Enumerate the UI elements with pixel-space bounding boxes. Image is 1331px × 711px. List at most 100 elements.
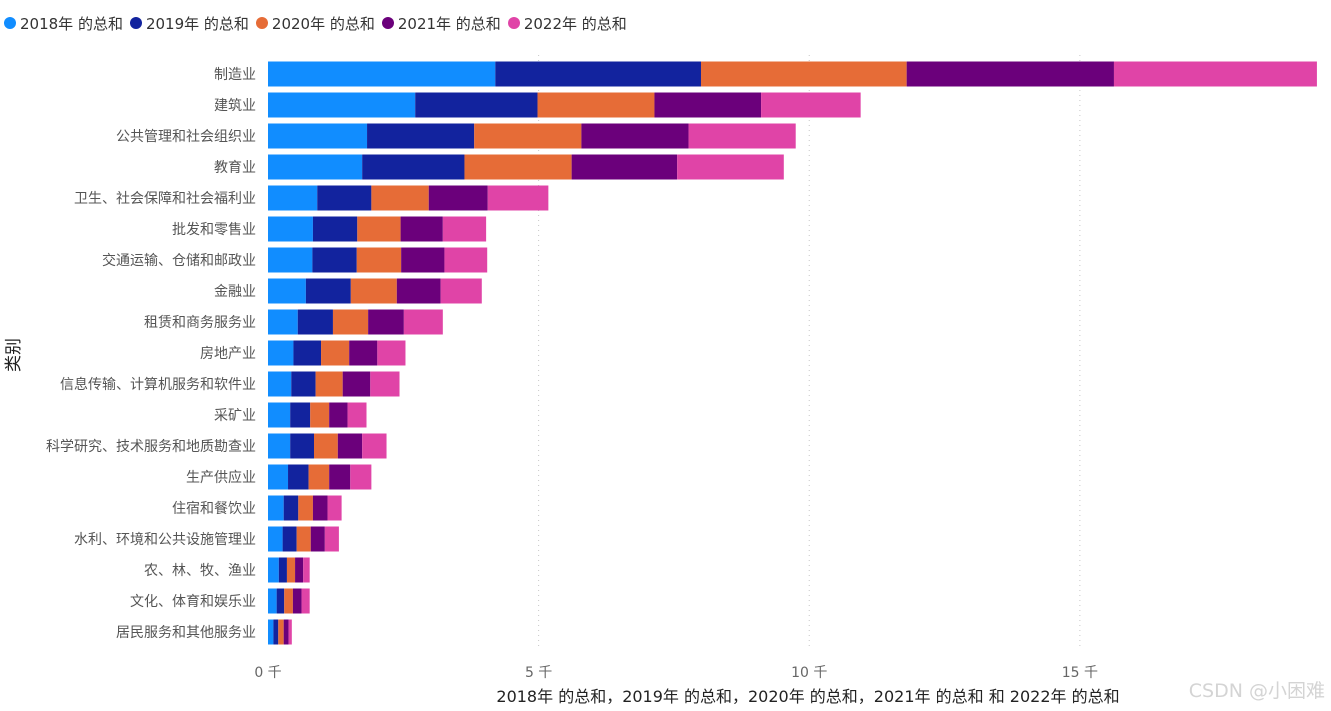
bar-segment[interactable]	[367, 123, 475, 149]
bar-segment[interactable]	[312, 495, 328, 521]
bar-segment[interactable]	[362, 433, 387, 459]
bar-segment[interactable]	[371, 185, 429, 211]
bar-segment[interactable]	[537, 92, 655, 118]
bar-segment[interactable]	[268, 464, 289, 490]
bar-segment[interactable]	[581, 123, 689, 149]
bar-segment[interactable]	[268, 495, 284, 521]
bar-segment[interactable]	[349, 340, 378, 366]
bar-segment[interactable]	[268, 402, 291, 428]
bar-segment[interactable]	[368, 309, 404, 335]
bar-segment[interactable]	[310, 402, 330, 428]
bar-segment[interactable]	[347, 402, 367, 428]
bar-segment[interactable]	[268, 92, 416, 118]
bar-segment[interactable]	[396, 278, 441, 304]
bar-segment[interactable]	[295, 557, 304, 583]
bar-segment[interactable]	[268, 526, 283, 552]
bar-segment[interactable]	[292, 588, 302, 614]
bar-segment[interactable]	[268, 371, 292, 397]
bar-segment[interactable]	[268, 123, 368, 149]
bar-segment[interactable]	[268, 247, 313, 273]
bar-segment[interactable]	[362, 154, 465, 180]
bar-segment[interactable]	[329, 402, 348, 428]
bar-segment[interactable]	[571, 154, 678, 180]
bar-segment[interactable]	[268, 340, 294, 366]
bar-segment[interactable]	[308, 464, 330, 490]
bar-segment[interactable]	[273, 619, 279, 645]
bar-segment[interactable]	[688, 123, 796, 149]
bar-segment[interactable]	[268, 154, 363, 180]
legend-item[interactable]: 2020年 的总和	[255, 13, 375, 34]
bar-segment[interactable]	[315, 371, 343, 397]
bar-segment[interactable]	[415, 92, 538, 118]
legend-item[interactable]: 2021年 的总和	[381, 13, 501, 34]
bar-segment[interactable]	[442, 216, 487, 242]
legend-item[interactable]: 2019年 的总和	[129, 13, 249, 34]
bar-segment[interactable]	[290, 433, 315, 459]
bar-segment[interactable]	[268, 309, 298, 335]
bar-segment[interactable]	[428, 185, 488, 211]
bar-segment[interactable]	[268, 185, 318, 211]
bar-segment[interactable]	[356, 247, 402, 273]
bar-segment[interactable]	[284, 588, 293, 614]
bar-segment[interactable]	[677, 154, 784, 180]
bar-segment[interactable]	[283, 495, 299, 521]
bar-segment[interactable]	[332, 309, 369, 335]
bar-segment[interactable]	[403, 309, 443, 335]
bar-segment[interactable]	[268, 433, 291, 459]
bar-segment[interactable]	[761, 92, 861, 118]
bar-segment[interactable]	[495, 61, 701, 87]
bar-segment[interactable]	[276, 588, 285, 614]
bar-segment[interactable]	[301, 588, 310, 614]
bar-segment[interactable]	[268, 619, 274, 645]
bar-segment[interactable]	[401, 247, 445, 273]
bar-segment[interactable]	[290, 402, 311, 428]
bar-segment[interactable]	[487, 185, 549, 211]
bar-segment[interactable]	[288, 619, 292, 645]
bar-segment[interactable]	[377, 340, 406, 366]
bar-segment[interactable]	[268, 278, 306, 304]
bar-segment[interactable]	[906, 61, 1114, 87]
bar-segment[interactable]	[314, 433, 338, 459]
bar-segment[interactable]	[268, 588, 277, 614]
bar-segment[interactable]	[370, 371, 400, 397]
bar-segment[interactable]	[350, 464, 372, 490]
bar-segment[interactable]	[283, 619, 289, 645]
bar-segment[interactable]	[324, 526, 339, 552]
bar-segment[interactable]	[278, 557, 287, 583]
bar-segment[interactable]	[305, 278, 351, 304]
bar-segment[interactable]	[321, 340, 350, 366]
bar-segment[interactable]	[297, 309, 333, 335]
bar-segment[interactable]	[400, 216, 443, 242]
legend-item[interactable]: 2022年 的总和	[507, 13, 627, 34]
bar-segment[interactable]	[268, 61, 496, 87]
bar-segment[interactable]	[268, 216, 313, 242]
bar-segment[interactable]	[444, 247, 488, 273]
bar-segment[interactable]	[278, 619, 284, 645]
bar-segment[interactable]	[350, 278, 397, 304]
bar-segment[interactable]	[342, 371, 371, 397]
bar-segment[interactable]	[440, 278, 482, 304]
bar-segment[interactable]	[291, 371, 316, 397]
bar-segment[interactable]	[327, 495, 342, 521]
bar-segment[interactable]	[288, 464, 309, 490]
bar-segment[interactable]	[298, 495, 313, 521]
bar-segment[interactable]	[282, 526, 297, 552]
bar-segment[interactable]	[329, 464, 351, 490]
bar-segment[interactable]	[337, 433, 363, 459]
bar-segment[interactable]	[474, 123, 582, 149]
bar-segment[interactable]	[1113, 61, 1317, 87]
bar-segment[interactable]	[293, 340, 322, 366]
bar-segment[interactable]	[357, 216, 401, 242]
bar-segment[interactable]	[700, 61, 907, 87]
bar-segment[interactable]	[296, 526, 311, 552]
bar-segment[interactable]	[310, 526, 325, 552]
bar-segment[interactable]	[312, 216, 358, 242]
bar-segment[interactable]	[312, 247, 357, 273]
bar-segment[interactable]	[464, 154, 572, 180]
bar-segment[interactable]	[317, 185, 372, 211]
bar-segment[interactable]	[268, 557, 279, 583]
bar-segment[interactable]	[303, 557, 310, 583]
bar-segment[interactable]	[286, 557, 296, 583]
legend-item[interactable]: 2018年 的总和	[4, 13, 123, 34]
bar-segment[interactable]	[654, 92, 762, 118]
